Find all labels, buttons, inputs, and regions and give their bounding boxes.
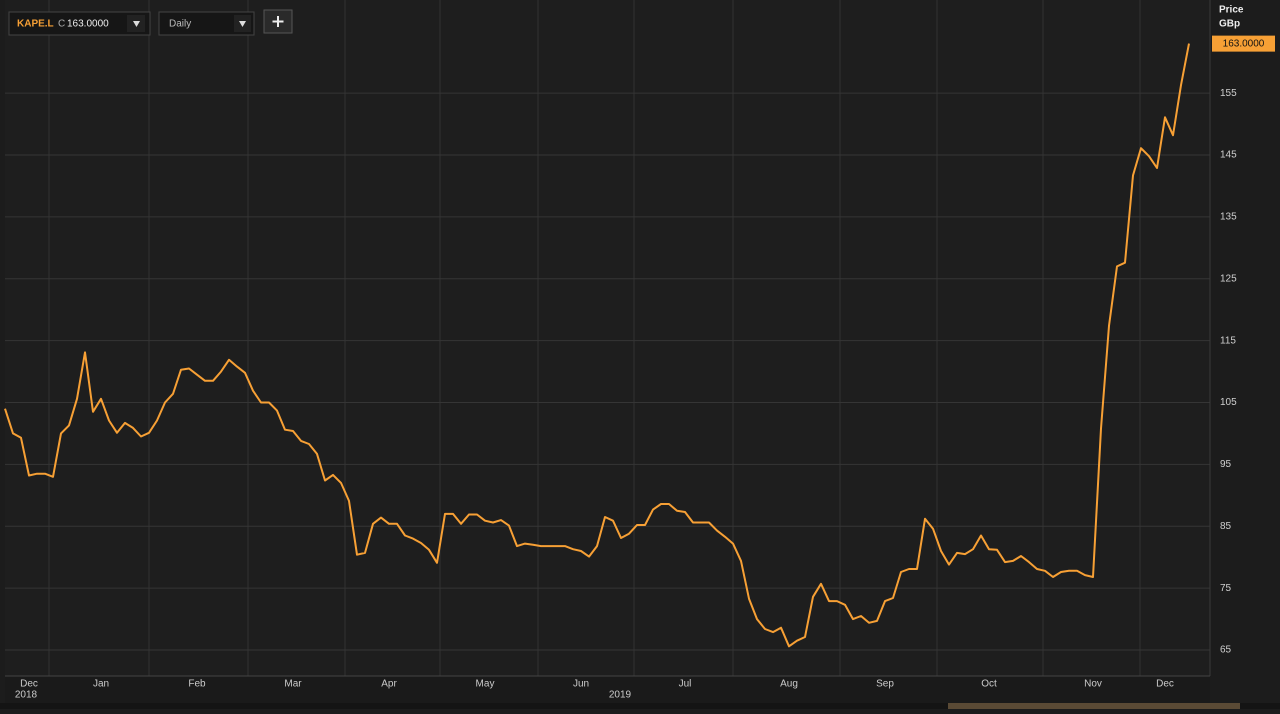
add-icon (272, 16, 284, 27)
scrollbar-thumb[interactable] (948, 703, 1240, 709)
plot-area (5, 0, 1210, 676)
y-tick-label: 135 (1220, 212, 1237, 223)
last-price-label: 163.0000 (1223, 38, 1265, 49)
x-tick-label: Feb (188, 679, 206, 690)
y-tick-label: 75 (1220, 583, 1232, 594)
instrument-field: C (58, 19, 65, 30)
x-tick-label: Apr (381, 679, 397, 690)
y-axis-unit: GBp (1219, 19, 1240, 30)
y-tick-label: 155 (1220, 88, 1237, 99)
x-tick-label: Sep (876, 679, 894, 690)
grid (5, 0, 1210, 682)
x-tick-label: Nov (1084, 679, 1102, 690)
y-tick-label: 95 (1220, 459, 1232, 470)
y-tick-label: 105 (1220, 397, 1237, 408)
y-tick-label: 85 (1220, 521, 1232, 532)
x-tick-label: Oct (981, 679, 997, 690)
x-axis-band (5, 676, 1210, 703)
interval-box[interactable] (158, 11, 255, 36)
interval-label: Daily (169, 19, 191, 30)
x-tick-label: Jul (679, 679, 692, 690)
x-tick-label: Mar (284, 679, 302, 690)
last-price-tag (1212, 35, 1275, 52)
instrument-last: 163.0000 (67, 19, 109, 30)
instrument-box[interactable] (8, 11, 151, 36)
x-tick-label: May (476, 679, 495, 690)
y-tick-label: 65 (1220, 645, 1232, 656)
y-axis-label: Price (1219, 5, 1244, 16)
plot (4, 43, 1190, 648)
x-tick-label: Dec (1156, 679, 1174, 690)
x-tick-label: Jun (573, 679, 589, 690)
x-tick-label: Jan (93, 679, 109, 690)
dropdown-arrow (133, 21, 140, 27)
dropdown-arrow (239, 21, 246, 27)
price-line (4, 43, 1190, 648)
y-tick-label: 125 (1220, 273, 1237, 284)
year-label: 2019 (609, 690, 632, 701)
instrument-ric: KAPE.L (17, 19, 54, 30)
x-tick-label: Dec (20, 679, 38, 690)
year-label: 2018 (15, 690, 38, 701)
y-tick-label: 115 (1220, 335, 1236, 346)
x-tick-label: Aug (780, 679, 798, 690)
y-tick-label: 145 (1220, 150, 1237, 161)
scrollbar-track (0, 703, 1280, 709)
